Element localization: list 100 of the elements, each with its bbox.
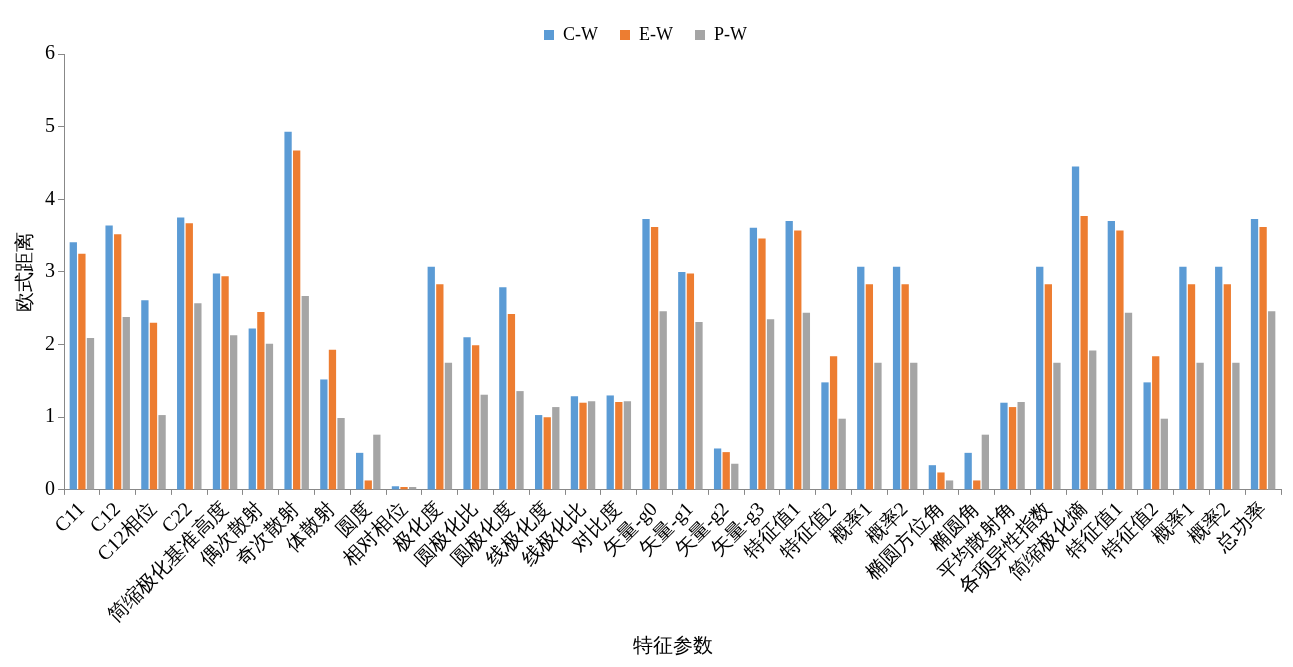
bar (328, 349, 337, 490)
y-tick-label: 4 (45, 186, 55, 209)
bar (802, 312, 811, 490)
bar (892, 266, 901, 490)
bar (901, 284, 909, 490)
bar (1223, 284, 1231, 490)
bar (606, 395, 614, 490)
bar (105, 225, 113, 490)
bar (749, 227, 758, 490)
bar (364, 480, 372, 490)
bar (543, 417, 551, 490)
bar (507, 314, 516, 490)
y-tick-label: 0 (45, 477, 55, 500)
bar (212, 273, 221, 490)
bar (829, 356, 838, 490)
bar (436, 284, 444, 490)
bar (821, 382, 829, 490)
bar (480, 394, 488, 490)
bar (758, 238, 766, 490)
bar (221, 276, 229, 490)
bar (1259, 226, 1267, 490)
bar (579, 402, 587, 490)
bar (964, 452, 972, 490)
bar (499, 287, 507, 490)
bar (265, 343, 274, 490)
bar (320, 379, 328, 490)
y-tick-label: 3 (45, 259, 55, 282)
bar (78, 253, 86, 490)
bar (650, 226, 659, 490)
bar (463, 337, 471, 490)
bar (1053, 362, 1061, 490)
bar (158, 415, 166, 490)
bar (177, 217, 185, 490)
bar (928, 465, 937, 490)
bar (301, 295, 309, 490)
bar (1179, 266, 1187, 490)
bar (910, 362, 918, 490)
bar (114, 234, 122, 490)
bar (1187, 284, 1196, 490)
bar (1160, 418, 1168, 490)
bar (1215, 266, 1223, 490)
y-tick-label: 1 (45, 404, 55, 427)
bar (686, 273, 695, 490)
bar (659, 311, 667, 490)
bar (838, 418, 846, 490)
bar (1044, 284, 1052, 490)
bar (149, 322, 158, 490)
bar (1143, 382, 1151, 490)
bar (1000, 402, 1008, 490)
bar (1196, 362, 1204, 490)
legend-label: E-W (639, 23, 673, 44)
bar (1017, 401, 1025, 490)
bar (444, 362, 453, 490)
bar (1008, 407, 1017, 490)
bar (516, 391, 524, 490)
y-tick-label: 6 (45, 41, 55, 64)
legend-label: P-W (713, 23, 747, 44)
bar (1116, 230, 1124, 490)
bar (874, 362, 882, 490)
bar (230, 335, 238, 490)
bar (1107, 221, 1115, 490)
bar (534, 415, 543, 490)
bar (615, 401, 623, 490)
bar (570, 396, 579, 490)
bar (1071, 166, 1080, 490)
y-tick-label: 2 (45, 331, 55, 354)
bar (766, 319, 775, 490)
bar (69, 242, 77, 490)
bar (284, 131, 292, 490)
bar (1089, 350, 1097, 490)
y-tick-label: 5 (45, 113, 55, 136)
bar (794, 230, 802, 490)
bar (373, 434, 381, 490)
bar (1080, 216, 1088, 490)
bar (194, 303, 202, 490)
bar (713, 448, 722, 490)
bar (141, 300, 149, 490)
bar (623, 401, 632, 490)
bar (248, 328, 256, 490)
bar (678, 271, 686, 490)
bar (1250, 218, 1259, 490)
bar (937, 472, 945, 490)
bar (1036, 266, 1044, 490)
bar (945, 480, 954, 490)
bar (731, 463, 739, 490)
bar (587, 401, 596, 490)
bar (973, 480, 981, 490)
bar (1268, 311, 1276, 490)
bar (642, 218, 650, 490)
x-tick-label: C11 (49, 497, 89, 536)
bar (337, 417, 345, 490)
bar (391, 486, 400, 490)
bar (86, 338, 95, 490)
bar (785, 221, 793, 490)
bar (857, 266, 865, 490)
bar (695, 322, 703, 490)
bar (185, 223, 193, 490)
bar (122, 316, 130, 490)
bar (981, 434, 989, 490)
x-axis-title: 特征参数 (632, 634, 713, 657)
